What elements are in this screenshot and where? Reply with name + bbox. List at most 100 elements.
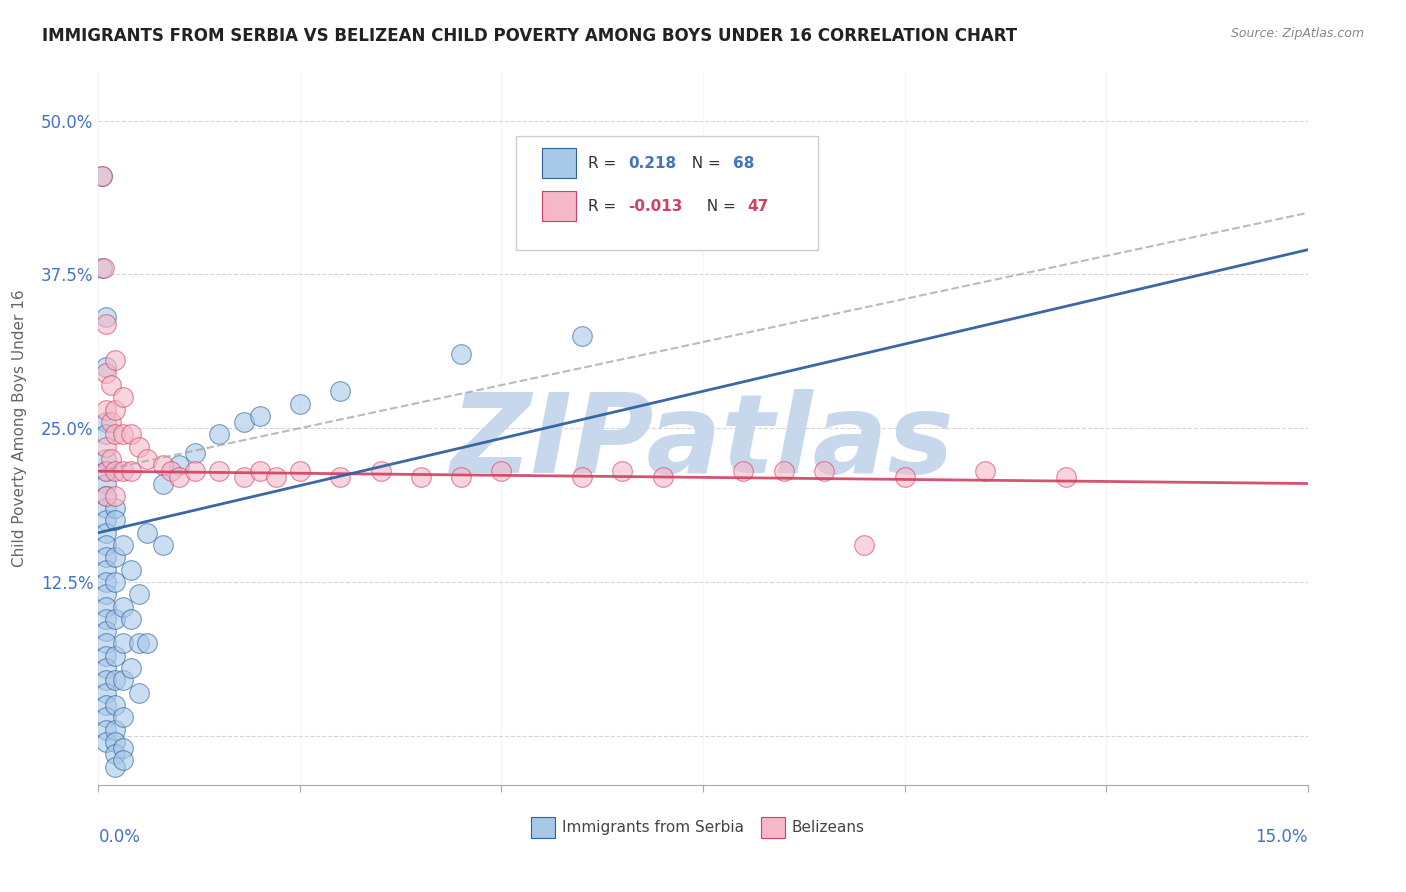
Point — [135, 636, 157, 650]
Point — [450, 470, 472, 484]
Point — [96, 489, 118, 503]
Point — [103, 735, 125, 749]
Point — [1054, 470, 1077, 484]
Point — [111, 538, 134, 552]
Point — [152, 476, 174, 491]
Point — [96, 310, 118, 325]
Point — [571, 329, 593, 343]
Point — [103, 698, 125, 712]
Point — [103, 501, 125, 516]
Point — [96, 599, 118, 614]
Point — [96, 538, 118, 552]
Point — [96, 489, 118, 503]
Point — [103, 759, 125, 773]
Point — [329, 470, 352, 484]
Point — [152, 458, 174, 472]
FancyBboxPatch shape — [543, 191, 576, 221]
Point — [288, 396, 311, 410]
Point — [111, 464, 134, 478]
FancyBboxPatch shape — [516, 136, 818, 250]
Point — [96, 464, 118, 478]
Point — [128, 587, 150, 601]
Point — [974, 464, 997, 478]
Point — [91, 169, 114, 183]
Point — [111, 391, 134, 405]
Point — [160, 464, 183, 478]
Point — [571, 470, 593, 484]
Point — [96, 366, 118, 380]
Point — [772, 464, 794, 478]
Point — [96, 415, 118, 429]
Point — [167, 470, 190, 484]
Point — [100, 451, 122, 466]
Point — [100, 415, 122, 429]
Y-axis label: Child Poverty Among Boys Under 16: Child Poverty Among Boys Under 16 — [13, 289, 27, 567]
Point — [103, 648, 125, 663]
Text: Immigrants from Serbia: Immigrants from Serbia — [561, 821, 744, 835]
Point — [111, 673, 134, 688]
Point — [96, 359, 118, 374]
Point — [264, 470, 287, 484]
Text: 47: 47 — [748, 199, 769, 214]
Point — [96, 563, 118, 577]
Point — [232, 470, 254, 484]
Point — [135, 525, 157, 540]
Point — [96, 513, 118, 527]
Point — [103, 612, 125, 626]
Text: 0.0%: 0.0% — [98, 828, 141, 846]
Point — [111, 741, 134, 756]
Point — [249, 409, 271, 423]
Point — [103, 464, 125, 478]
Point — [111, 710, 134, 724]
Point — [120, 464, 142, 478]
Point — [103, 574, 125, 589]
Point — [93, 261, 115, 276]
Point — [96, 673, 118, 688]
Point — [813, 464, 835, 478]
Text: R =: R = — [588, 199, 621, 214]
Point — [893, 470, 915, 484]
Text: 68: 68 — [734, 156, 755, 171]
Point — [651, 470, 673, 484]
Point — [96, 476, 118, 491]
Point — [96, 464, 118, 478]
Point — [120, 612, 142, 626]
Point — [96, 587, 118, 601]
Point — [120, 427, 142, 442]
Point — [409, 470, 432, 484]
Point — [128, 686, 150, 700]
Point — [128, 636, 150, 650]
Point — [103, 402, 125, 417]
Point — [111, 427, 134, 442]
Point — [120, 661, 142, 675]
Point — [853, 538, 876, 552]
Point — [232, 415, 254, 429]
Point — [96, 525, 118, 540]
Point — [152, 538, 174, 552]
Point — [96, 661, 118, 675]
Point — [96, 723, 118, 737]
Point — [96, 427, 118, 442]
Point — [96, 574, 118, 589]
Text: N =: N = — [697, 199, 741, 214]
Point — [111, 599, 134, 614]
Text: N =: N = — [682, 156, 725, 171]
Point — [96, 636, 118, 650]
Point — [450, 347, 472, 361]
Point — [96, 710, 118, 724]
Point — [103, 550, 125, 565]
Point — [167, 458, 190, 472]
Point — [733, 464, 755, 478]
Point — [100, 378, 122, 392]
Point — [329, 384, 352, 399]
Text: 0.218: 0.218 — [628, 156, 676, 171]
Point — [96, 624, 118, 639]
Point — [288, 464, 311, 478]
Point — [111, 636, 134, 650]
Point — [103, 353, 125, 368]
Point — [208, 464, 231, 478]
Point — [96, 698, 118, 712]
Point — [370, 464, 392, 478]
Point — [96, 440, 118, 454]
Point — [91, 261, 114, 276]
